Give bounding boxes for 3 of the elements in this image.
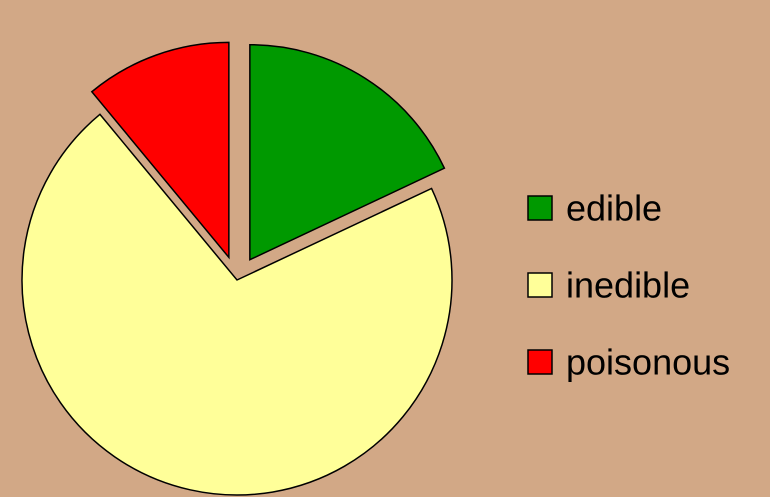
legend-label: inedible <box>566 264 690 306</box>
legend-label: edible <box>566 188 662 229</box>
legend-label: poisonous <box>566 342 730 383</box>
